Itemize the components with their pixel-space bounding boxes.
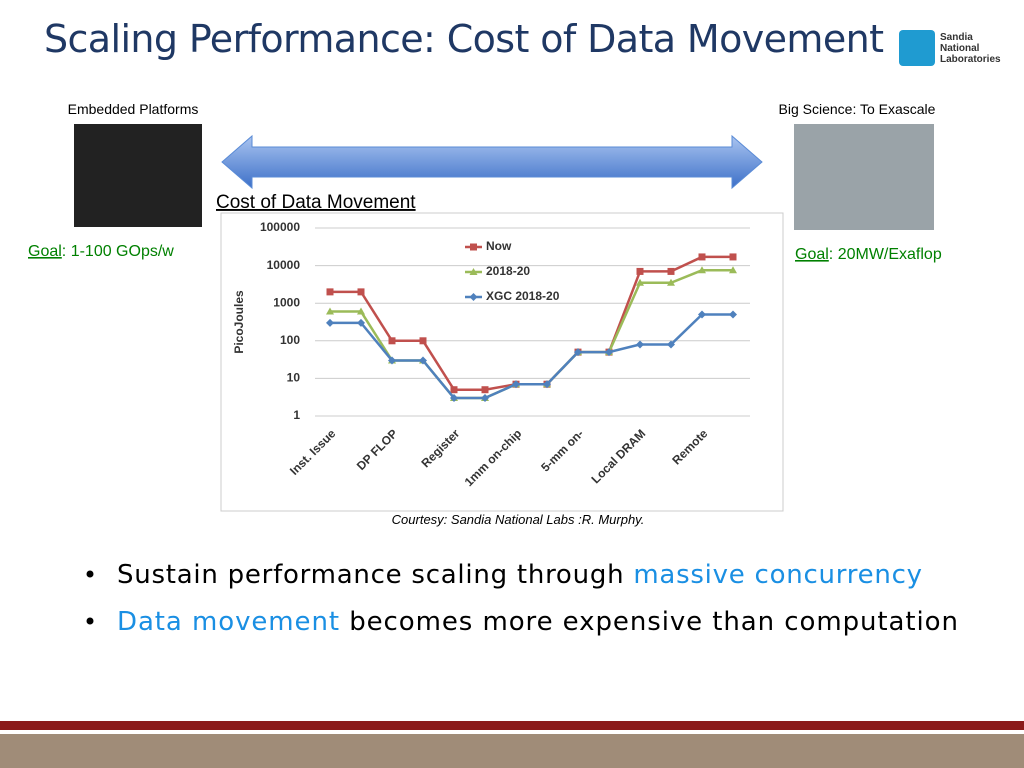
datacenter-image <box>794 124 934 230</box>
marker <box>388 356 396 365</box>
footer-band <box>0 734 1024 768</box>
y-tick-label: 10 <box>287 371 301 385</box>
logo-text: National <box>940 43 980 54</box>
bullet-text: becomes more expensive than computation <box>340 607 958 637</box>
bullet-highlight: massive concurrency <box>633 560 922 590</box>
marker <box>729 310 737 319</box>
marker <box>605 348 613 357</box>
marker <box>698 253 706 261</box>
marker <box>388 337 396 345</box>
legend-marker <box>470 243 477 251</box>
legend-marker <box>469 293 478 301</box>
y-tick-label: 100000 <box>260 220 300 234</box>
logo-text: Sandia <box>940 32 973 43</box>
bullet: Sustain performance scaling through mass… <box>117 560 922 590</box>
marker <box>636 267 644 275</box>
legend-label: 2018-20 <box>486 264 530 278</box>
marker <box>450 394 458 403</box>
bullet-dot <box>86 617 94 625</box>
legend-label: XGC 2018-20 <box>486 289 560 303</box>
marker <box>636 278 644 286</box>
caption: Embedded Platforms <box>68 101 199 117</box>
marker <box>698 310 706 319</box>
y-tick-label: 10000 <box>267 258 301 272</box>
marker <box>729 253 737 261</box>
logo-icon <box>899 30 935 66</box>
marker <box>419 337 427 345</box>
marker <box>357 288 365 296</box>
caption: Big Science: To Exascale <box>779 101 936 117</box>
phones-image <box>74 124 202 227</box>
bullet-dot <box>86 570 94 578</box>
goal-label: Goal <box>28 243 62 260</box>
logo-text: Laboratories <box>940 54 1001 65</box>
marker <box>419 356 427 365</box>
marker <box>357 307 365 315</box>
marker <box>326 318 334 327</box>
marker <box>698 266 706 274</box>
marker <box>357 318 365 327</box>
arrow <box>221 134 763 190</box>
marker <box>667 267 675 275</box>
marker <box>636 340 644 349</box>
marker <box>543 380 551 389</box>
marker <box>481 386 489 394</box>
slide-title: Scaling Performance: Cost of Data Moveme… <box>44 17 884 61</box>
marker <box>450 386 458 394</box>
goal-text: : 1-100 GOps/w <box>62 243 174 260</box>
bullet: Data movement becomes more expensive tha… <box>117 607 958 637</box>
goal: Goal: 1-100 GOps/w <box>28 243 174 260</box>
goal: Goal: 20MW/Exaflop <box>795 246 942 263</box>
marker <box>667 278 675 286</box>
marker <box>326 288 334 296</box>
marker <box>667 340 675 349</box>
bullet-text: Sustain performance scaling through <box>117 560 633 590</box>
marker <box>512 380 520 389</box>
marker <box>481 394 489 403</box>
arrow-label: Cost of Data Movement <box>216 192 416 213</box>
footer-bar <box>0 721 1024 730</box>
marker <box>729 266 737 274</box>
series-line <box>330 313 733 400</box>
bullet-highlight: Data movement <box>117 607 339 637</box>
marker <box>574 348 582 357</box>
goal-label: Goal <box>795 246 829 263</box>
legend-label: Now <box>486 239 512 253</box>
y-tick-label: 100 <box>280 333 300 347</box>
legend-marker <box>469 268 478 275</box>
goal-text: : 20MW/Exaflop <box>829 246 942 263</box>
marker <box>326 307 334 315</box>
courtesy: Courtesy: Sandia National Labs :R. Murph… <box>392 512 645 527</box>
y-tick-label: 1 <box>293 408 300 422</box>
y-axis-label: PicoJoules <box>232 290 246 354</box>
y-tick-label: 1000 <box>273 295 300 309</box>
